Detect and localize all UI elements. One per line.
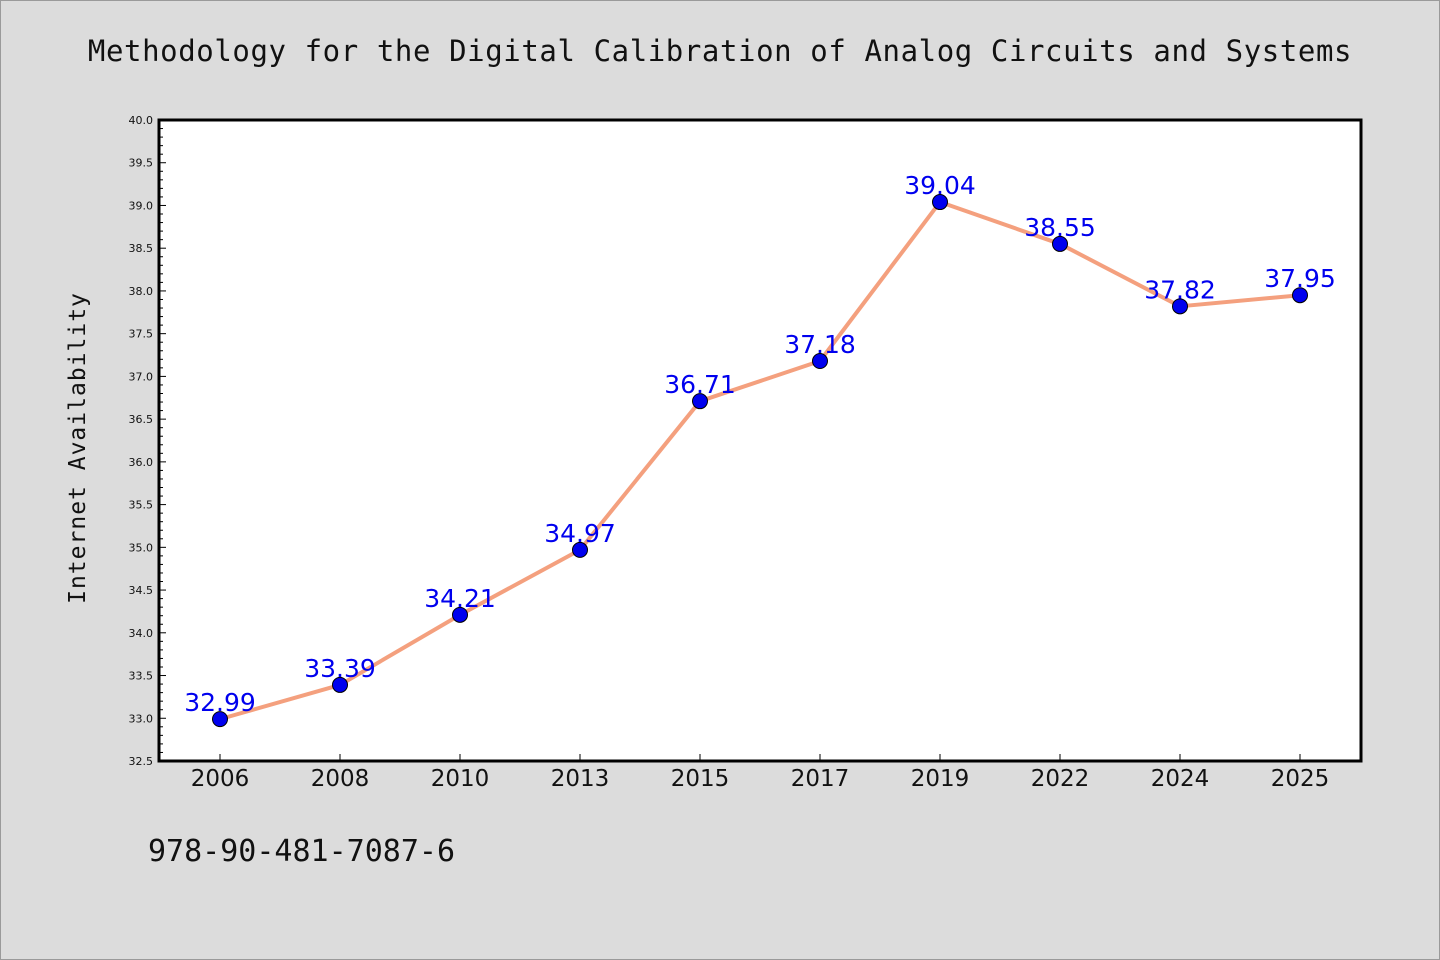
data-point xyxy=(332,676,348,693)
y-tick-label: 40.0 xyxy=(129,114,154,127)
x-tick-label: 2006 xyxy=(191,766,250,792)
data-label: 34.97 xyxy=(544,519,616,548)
y-axis-label: Internet Availability xyxy=(65,292,91,604)
chart-title: Methodology for the Digital Calibration … xyxy=(87,34,1353,68)
x-axis: 2006 2008 2010 2013 2015 2017 2019 2022 2024 2025 xyxy=(191,754,1330,792)
x-tick-label: 2024 xyxy=(1151,766,1210,792)
data-label: 32.99 xyxy=(184,688,256,717)
data-label: 39.04 xyxy=(904,171,976,200)
x-tick-label: 2022 xyxy=(1031,766,1090,792)
y-tick-label: 35.5 xyxy=(129,499,154,512)
y-tick-label: 39.0 xyxy=(129,199,154,212)
data-label: 33.39 xyxy=(304,654,376,683)
x-tick-label: 2017 xyxy=(791,766,850,792)
data-point xyxy=(452,606,468,623)
data-point xyxy=(212,711,228,728)
x-tick-label: 2010 xyxy=(431,766,490,792)
data-label: 37.82 xyxy=(1144,275,1216,304)
x-tick-label: 2025 xyxy=(1271,766,1330,792)
x-tick-label: 2008 xyxy=(311,766,370,792)
data-point xyxy=(1172,298,1188,315)
data-point xyxy=(1052,235,1068,252)
data-label: 36.71 xyxy=(664,370,736,399)
data-point xyxy=(812,353,828,370)
data-point xyxy=(692,393,708,410)
data-markers xyxy=(212,194,1308,728)
x-tick-label: 2019 xyxy=(911,766,970,792)
y-tick-label: 33.0 xyxy=(129,712,154,725)
y-tick-label: 39.5 xyxy=(129,157,154,170)
y-tick-label: 38.5 xyxy=(129,242,154,255)
plot-area xyxy=(157,118,1363,763)
data-label: 37.18 xyxy=(784,330,856,359)
x-tick-label: 2013 xyxy=(551,766,610,792)
x-tick-label: 2015 xyxy=(671,766,730,792)
y-tick-label: 36.5 xyxy=(129,413,154,426)
data-point xyxy=(572,541,588,558)
y-tick-label: 32.5 xyxy=(129,755,154,768)
series-line xyxy=(219,200,1301,722)
y-tick-label: 33.5 xyxy=(129,670,154,683)
data-label: 38.55 xyxy=(1024,213,1096,242)
y-tick-label: 35.0 xyxy=(129,541,154,554)
isbn-text: 978-90-481-7087-6 xyxy=(148,834,456,869)
data-label: 34.21 xyxy=(424,584,496,613)
data-point xyxy=(932,194,948,211)
data-labels: 32.99 33.39 34.21 34.97 36.71 37.18 39.04 38.55… xyxy=(184,171,1336,717)
y-tick-label: 37.0 xyxy=(129,370,154,383)
y-tick-label: 34.5 xyxy=(129,584,154,597)
y-tick-label: 36.0 xyxy=(129,456,154,469)
data-point xyxy=(1292,287,1308,304)
y-tick-label: 34.0 xyxy=(129,627,154,640)
y-tick-label: 37.5 xyxy=(129,328,154,341)
y-tick-label: 38.0 xyxy=(129,285,154,298)
y-axis: 32.5 33.0 33.5 34.0 34.5 35.0 35.5 36.0 36.5 37.0… xyxy=(129,114,166,768)
data-label: 37.95 xyxy=(1264,264,1336,293)
